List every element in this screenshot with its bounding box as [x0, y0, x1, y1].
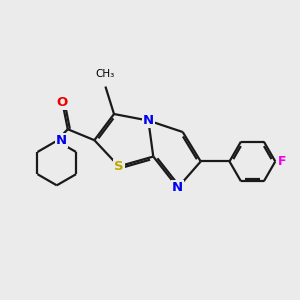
- Text: N: N: [172, 181, 183, 194]
- Text: N: N: [56, 134, 67, 147]
- Text: CH₃: CH₃: [96, 69, 115, 79]
- Text: S: S: [114, 160, 124, 173]
- Text: N: N: [143, 114, 154, 127]
- Text: F: F: [278, 155, 287, 168]
- Text: O: O: [56, 96, 68, 109]
